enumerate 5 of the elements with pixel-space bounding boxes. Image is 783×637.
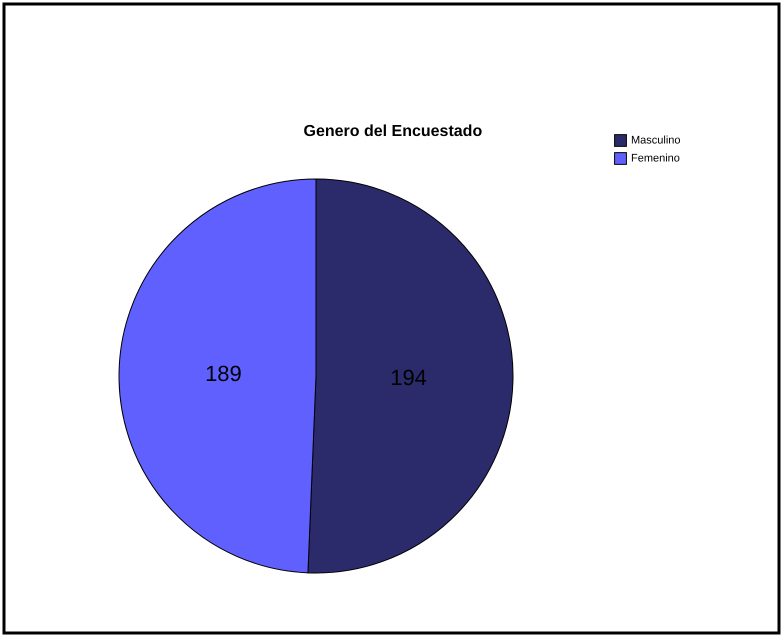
data-label: 194 <box>390 364 427 390</box>
legend-label: Femenino <box>631 152 680 164</box>
data-label: 189 <box>205 361 242 386</box>
legend-label: Masculino <box>631 134 681 146</box>
chart-title: Genero del Encuestado <box>304 123 482 140</box>
